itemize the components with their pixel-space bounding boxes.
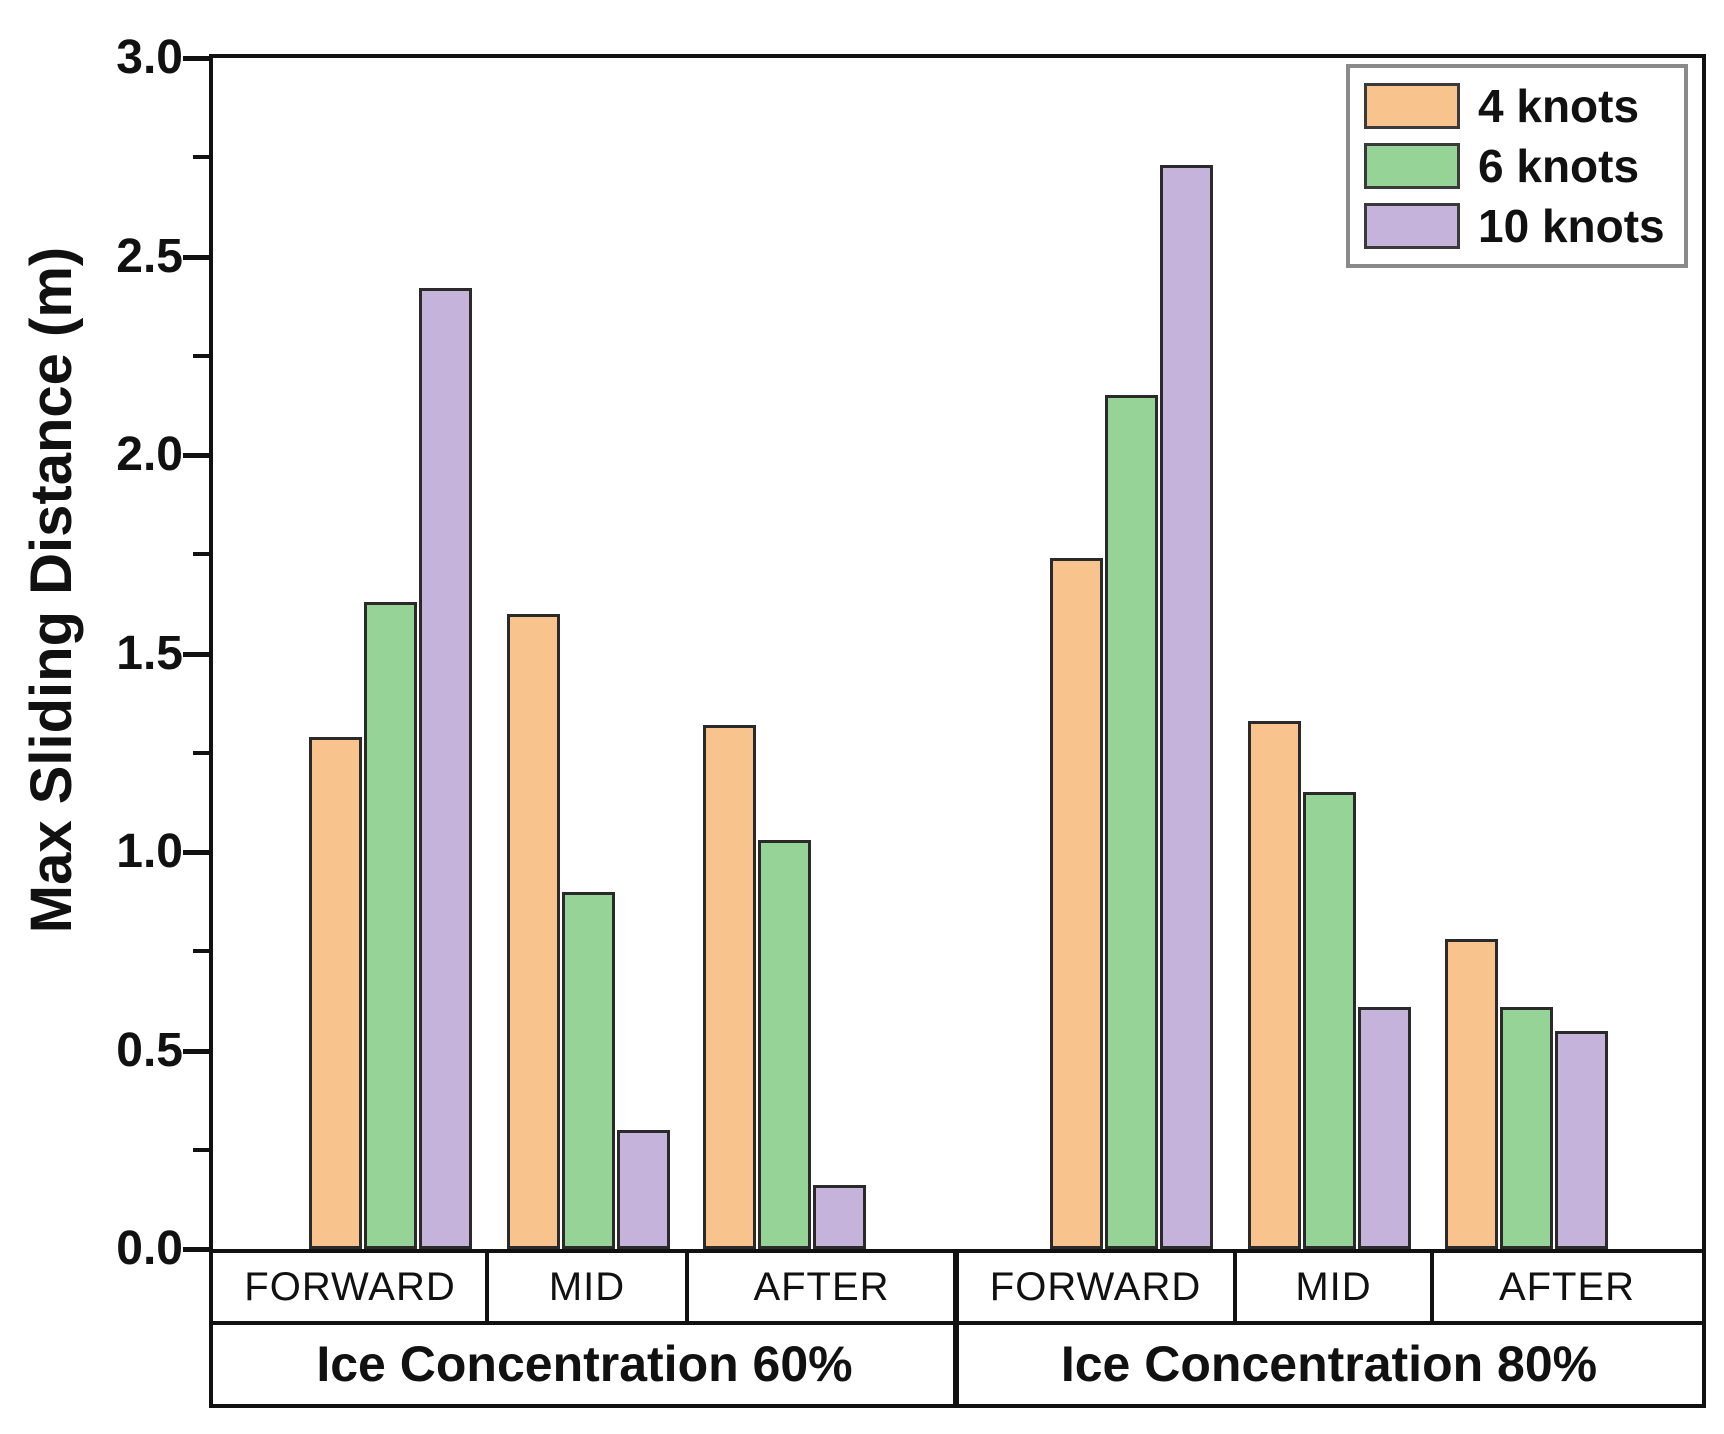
legend-item-10-knots: 10 knots <box>1364 200 1670 252</box>
y-tick-label: 3.0 <box>116 31 183 84</box>
y-axis-minor-tick <box>193 552 211 557</box>
y-tick-label: 2.5 <box>116 229 183 283</box>
y-axis-minor-tick <box>193 949 211 954</box>
bar-60-mid-10-knots <box>617 1130 670 1249</box>
category-separator <box>953 1253 959 1321</box>
y-tick-label: 1.5 <box>116 626 183 680</box>
y-axis-minor-tick <box>193 1147 211 1152</box>
bar-80-forward-6-knots <box>1105 395 1158 1249</box>
y-axis-minor-tick <box>193 155 211 160</box>
bar-60-forward-10-knots <box>419 288 472 1249</box>
y-axis-major-tick <box>183 850 211 855</box>
group-label-60: Ice Concentration 60% <box>316 1336 853 1392</box>
bar-80-after-6-knots <box>1500 1007 1553 1249</box>
bar-80-forward-10-knots <box>1160 165 1213 1249</box>
y-axis-major-tick <box>183 453 211 458</box>
legend-swatch-10-knots <box>1364 203 1460 249</box>
legend-label-6-knots: 6 knots <box>1478 140 1640 192</box>
legend: 4 knots 6 knots 10 knots <box>1346 64 1688 268</box>
bar-80-after-10-knots <box>1555 1031 1608 1249</box>
bar-80-mid-4-knots <box>1248 721 1301 1249</box>
y-axis-major-tick <box>183 1247 211 1252</box>
bar-60-forward-6-knots <box>364 602 417 1249</box>
category-label-60-mid: MID <box>548 1265 626 1309</box>
category-separator <box>1430 1253 1434 1321</box>
bar-60-forward-4-knots <box>309 737 362 1249</box>
bar-60-after-6-knots <box>758 840 811 1249</box>
category-label-80-mid: MID <box>1295 1265 1372 1309</box>
y-axis-title: Max Sliding Distance (m) <box>19 246 84 934</box>
bar-60-after-4-knots <box>703 725 756 1249</box>
y-tick-label: 1.0 <box>116 825 183 878</box>
bar-60-mid-6-knots <box>562 892 615 1249</box>
y-tick-label: 0.0 <box>116 1222 183 1275</box>
group-separator <box>953 1325 959 1404</box>
category-label-80-after: AFTER <box>1498 1265 1636 1309</box>
category-label-60-forward: FORWARD <box>244 1265 456 1309</box>
bar-80-after-4-knots <box>1445 939 1498 1249</box>
y-tick-label: 2.0 <box>116 428 183 481</box>
category-label-80-forward: FORWARD <box>989 1265 1202 1309</box>
legend-label-10-knots: 10 knots <box>1478 200 1665 252</box>
category-separator <box>485 1253 489 1321</box>
category-separator <box>1233 1253 1237 1321</box>
bar-80-mid-10-knots <box>1358 1007 1411 1249</box>
category-label-60-after: AFTER <box>753 1265 890 1309</box>
y-axis-major-tick <box>183 56 211 61</box>
y-axis-major-tick <box>183 1048 211 1054</box>
y-tick-label: 0.5 <box>116 1023 183 1077</box>
legend-swatch-4-knots <box>1364 83 1460 129</box>
y-axis-minor-tick <box>193 353 211 358</box>
bar-80-mid-6-knots <box>1303 792 1356 1249</box>
y-axis-minor-tick <box>193 750 211 755</box>
legend-item-4-knots: 4 knots <box>1364 80 1670 132</box>
bar-60-after-10-knots <box>813 1185 866 1249</box>
legend-swatch-6-knots <box>1364 143 1460 189</box>
legend-label-4-knots: 4 knots <box>1478 80 1640 132</box>
y-axis-major-tick <box>183 254 211 260</box>
group-label-80: Ice Concentration 80% <box>1060 1336 1598 1392</box>
category-separator <box>685 1253 689 1321</box>
bar-80-forward-4-knots <box>1050 558 1103 1249</box>
bar-60-mid-4-knots <box>507 614 560 1249</box>
legend-item-6-knots: 6 knots <box>1364 140 1670 192</box>
y-axis-major-tick <box>183 651 211 657</box>
